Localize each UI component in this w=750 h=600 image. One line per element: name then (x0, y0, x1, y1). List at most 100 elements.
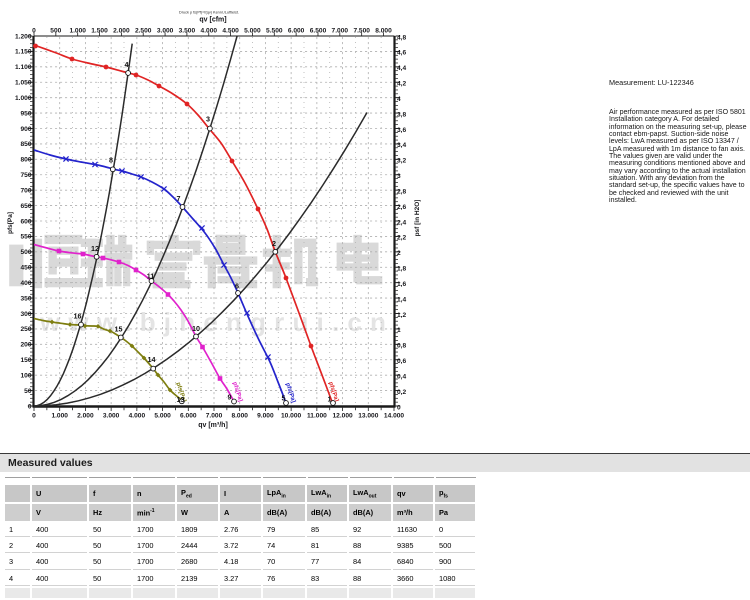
svg-text:2,8: 2,8 (397, 189, 406, 196)
svg-text:12: 12 (91, 244, 99, 253)
svg-text:8: 8 (109, 156, 113, 165)
svg-text:14.000: 14.000 (384, 412, 405, 419)
svg-text:4,6: 4,6 (397, 50, 406, 57)
svg-text:3: 3 (206, 115, 210, 124)
svg-text:800: 800 (20, 157, 31, 164)
svg-text:7: 7 (177, 194, 181, 203)
svg-text:3: 3 (397, 173, 401, 180)
svg-text:1.000: 1.000 (51, 412, 68, 419)
svg-text:3,8: 3,8 (397, 111, 406, 118)
svg-text:1.500: 1.500 (91, 28, 108, 35)
svg-text:6: 6 (235, 282, 239, 291)
svg-text:2: 2 (272, 239, 276, 248)
svg-text:3.000: 3.000 (103, 412, 120, 419)
svg-text:0: 0 (32, 28, 36, 35)
svg-text:0,4: 0,4 (397, 374, 406, 381)
svg-text:2,6: 2,6 (397, 204, 406, 211)
svg-text:0: 0 (28, 403, 32, 410)
svg-text:9.000: 9.000 (257, 412, 274, 419)
svg-text:3,2: 3,2 (397, 158, 406, 165)
svg-text:4,8: 4,8 (397, 34, 406, 41)
svg-text:3,6: 3,6 (397, 127, 406, 134)
svg-text:7.500: 7.500 (353, 28, 370, 35)
svg-text:1.000: 1.000 (15, 95, 32, 102)
svg-text:pfs[Pa]: pfs[Pa] (231, 381, 243, 402)
svg-text:4.000: 4.000 (201, 28, 218, 35)
svg-text:150: 150 (20, 357, 31, 364)
svg-text:0: 0 (397, 404, 401, 411)
svg-text:www.bjhengrui.cn: www.bjhengrui.cn (39, 307, 394, 337)
svg-text:7.000: 7.000 (206, 412, 223, 419)
svg-text:0,6: 0,6 (397, 358, 406, 365)
svg-text:600: 600 (20, 218, 31, 225)
svg-text:100: 100 (20, 373, 31, 380)
svg-text:300: 300 (20, 311, 31, 318)
svg-text:850: 850 (20, 141, 31, 148)
svg-text:1.050: 1.050 (15, 80, 32, 87)
svg-text:550: 550 (20, 234, 31, 241)
svg-text:2,2: 2,2 (397, 235, 406, 242)
svg-text:6.000: 6.000 (180, 412, 197, 419)
svg-text:400: 400 (20, 280, 31, 287)
svg-text:5: 5 (282, 394, 286, 403)
svg-text:1,6: 1,6 (397, 281, 406, 288)
svg-text:1: 1 (328, 395, 332, 404)
svg-text:qv [cfm]: qv [cfm] (199, 17, 226, 24)
svg-text:7.000: 7.000 (332, 28, 349, 35)
svg-text:450: 450 (20, 265, 31, 272)
svg-text:12.000: 12.000 (333, 412, 354, 419)
svg-text:2.000: 2.000 (113, 28, 130, 35)
svg-text:qv [m³/h]: qv [m³/h] (198, 422, 228, 429)
svg-text:6.000: 6.000 (288, 28, 305, 35)
svg-text:5.000: 5.000 (154, 412, 171, 419)
svg-text:1,8: 1,8 (397, 266, 406, 273)
svg-text:Druck p fs(Pf)=f(qv) Kennl./Lu: Druck p fs(Pf)=f(qv) Kennl./Luftleist. (179, 11, 239, 15)
svg-text:8.000: 8.000 (231, 412, 248, 419)
svg-text:pfs[Pa]: pfs[Pa] (7, 212, 14, 234)
svg-text:200: 200 (20, 342, 31, 349)
svg-text:0,8: 0,8 (397, 343, 406, 350)
svg-text:1: 1 (397, 327, 401, 334)
svg-text:3.500: 3.500 (179, 28, 196, 35)
svg-text:6.500: 6.500 (310, 28, 327, 35)
svg-text:250: 250 (20, 326, 31, 333)
svg-text:14: 14 (148, 355, 156, 364)
svg-text:2.000: 2.000 (77, 412, 94, 419)
svg-text:4,2: 4,2 (397, 81, 406, 88)
svg-text:16: 16 (74, 312, 82, 321)
svg-text:1.100: 1.100 (15, 64, 32, 71)
svg-text:15: 15 (115, 325, 123, 334)
svg-text:3,4: 3,4 (397, 142, 406, 149)
svg-text:50: 50 (24, 388, 32, 395)
svg-text:4: 4 (397, 96, 401, 103)
svg-text:2: 2 (397, 250, 401, 257)
svg-text:500: 500 (50, 28, 61, 35)
svg-text:psf [in H2O]: psf [in H2O] (414, 200, 421, 237)
svg-text:500: 500 (20, 249, 31, 256)
svg-text:13: 13 (177, 395, 185, 404)
svg-text:4: 4 (125, 60, 129, 69)
svg-text:3.000: 3.000 (157, 28, 174, 35)
svg-text:1.000: 1.000 (69, 28, 86, 35)
svg-text:4.500: 4.500 (222, 28, 239, 35)
svg-text:pfs[Pa]: pfs[Pa] (284, 382, 296, 403)
svg-text:950: 950 (20, 110, 31, 117)
svg-text:2.500: 2.500 (135, 28, 152, 35)
svg-text:0,2: 0,2 (397, 389, 406, 396)
svg-text:5.500: 5.500 (266, 28, 283, 35)
svg-text:0: 0 (32, 412, 36, 419)
svg-text:1.200: 1.200 (15, 33, 32, 40)
svg-text:350: 350 (20, 295, 31, 302)
svg-text:10.000: 10.000 (281, 412, 302, 419)
svg-text:pfs[Pa]: pfs[Pa] (175, 382, 187, 403)
svg-text:700: 700 (20, 188, 31, 195)
svg-text:11: 11 (147, 272, 155, 281)
svg-text:1,2: 1,2 (397, 312, 406, 319)
svg-text:900: 900 (20, 126, 31, 133)
svg-text:4,4: 4,4 (397, 65, 406, 72)
svg-text:650: 650 (20, 203, 31, 210)
svg-text:2,4: 2,4 (397, 219, 406, 226)
svg-text:9: 9 (228, 393, 232, 402)
svg-text:pfs[Pa]: pfs[Pa] (327, 381, 339, 402)
svg-text:1.150: 1.150 (15, 49, 32, 56)
